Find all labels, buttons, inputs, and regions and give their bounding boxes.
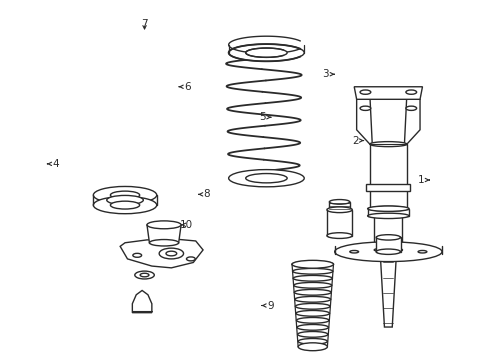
Ellipse shape [293, 283, 331, 288]
Text: 10: 10 [180, 220, 193, 230]
Ellipse shape [369, 141, 406, 147]
Ellipse shape [294, 296, 330, 302]
Text: 3: 3 [322, 69, 328, 79]
Ellipse shape [417, 251, 426, 253]
Ellipse shape [405, 106, 416, 111]
Ellipse shape [292, 269, 332, 274]
Bar [375, 237, 400, 252]
Ellipse shape [291, 261, 333, 267]
Polygon shape [404, 94, 419, 144]
Polygon shape [132, 291, 152, 313]
Ellipse shape [349, 251, 358, 253]
Ellipse shape [106, 195, 143, 205]
Ellipse shape [367, 213, 408, 219]
Ellipse shape [149, 239, 178, 246]
Ellipse shape [228, 170, 304, 187]
Ellipse shape [147, 221, 181, 229]
Ellipse shape [135, 271, 154, 279]
Ellipse shape [165, 251, 176, 256]
Bar [366, 184, 409, 191]
Ellipse shape [329, 199, 349, 204]
Ellipse shape [186, 257, 195, 261]
Ellipse shape [367, 206, 408, 211]
Ellipse shape [373, 214, 402, 218]
Bar [367, 209, 408, 216]
Ellipse shape [359, 90, 370, 94]
Ellipse shape [297, 332, 327, 337]
Text: 5: 5 [259, 112, 265, 122]
Ellipse shape [298, 338, 327, 344]
Polygon shape [380, 259, 395, 327]
Bar [326, 210, 351, 235]
Ellipse shape [294, 289, 330, 295]
Ellipse shape [93, 197, 157, 214]
Ellipse shape [359, 106, 370, 111]
Ellipse shape [159, 248, 183, 259]
Ellipse shape [375, 235, 400, 240]
Polygon shape [353, 87, 422, 99]
Text: 6: 6 [184, 82, 190, 92]
Ellipse shape [295, 310, 329, 316]
Text: 9: 9 [266, 301, 273, 311]
Polygon shape [120, 239, 203, 268]
Ellipse shape [295, 303, 329, 309]
Bar [373, 216, 402, 250]
Ellipse shape [292, 275, 332, 281]
Bar [369, 144, 406, 209]
Ellipse shape [375, 249, 400, 255]
Ellipse shape [296, 318, 328, 323]
Ellipse shape [140, 273, 149, 277]
Ellipse shape [369, 206, 406, 211]
Ellipse shape [93, 186, 157, 204]
Text: 2: 2 [351, 136, 358, 145]
Ellipse shape [334, 242, 441, 262]
Text: 4: 4 [53, 159, 59, 169]
Ellipse shape [110, 191, 140, 199]
Polygon shape [147, 225, 181, 243]
Ellipse shape [245, 48, 286, 57]
Ellipse shape [326, 207, 351, 213]
Text: 1: 1 [417, 175, 424, 185]
Ellipse shape [373, 248, 402, 252]
Text: 7: 7 [141, 19, 147, 29]
Bar [329, 202, 349, 210]
Ellipse shape [133, 253, 142, 257]
Ellipse shape [296, 324, 328, 330]
Ellipse shape [110, 201, 140, 209]
Polygon shape [356, 94, 371, 144]
Ellipse shape [291, 260, 333, 268]
Ellipse shape [245, 174, 286, 183]
Text: 8: 8 [203, 189, 210, 199]
Ellipse shape [298, 343, 327, 351]
Ellipse shape [405, 90, 416, 94]
Ellipse shape [228, 44, 304, 61]
Ellipse shape [326, 233, 351, 238]
